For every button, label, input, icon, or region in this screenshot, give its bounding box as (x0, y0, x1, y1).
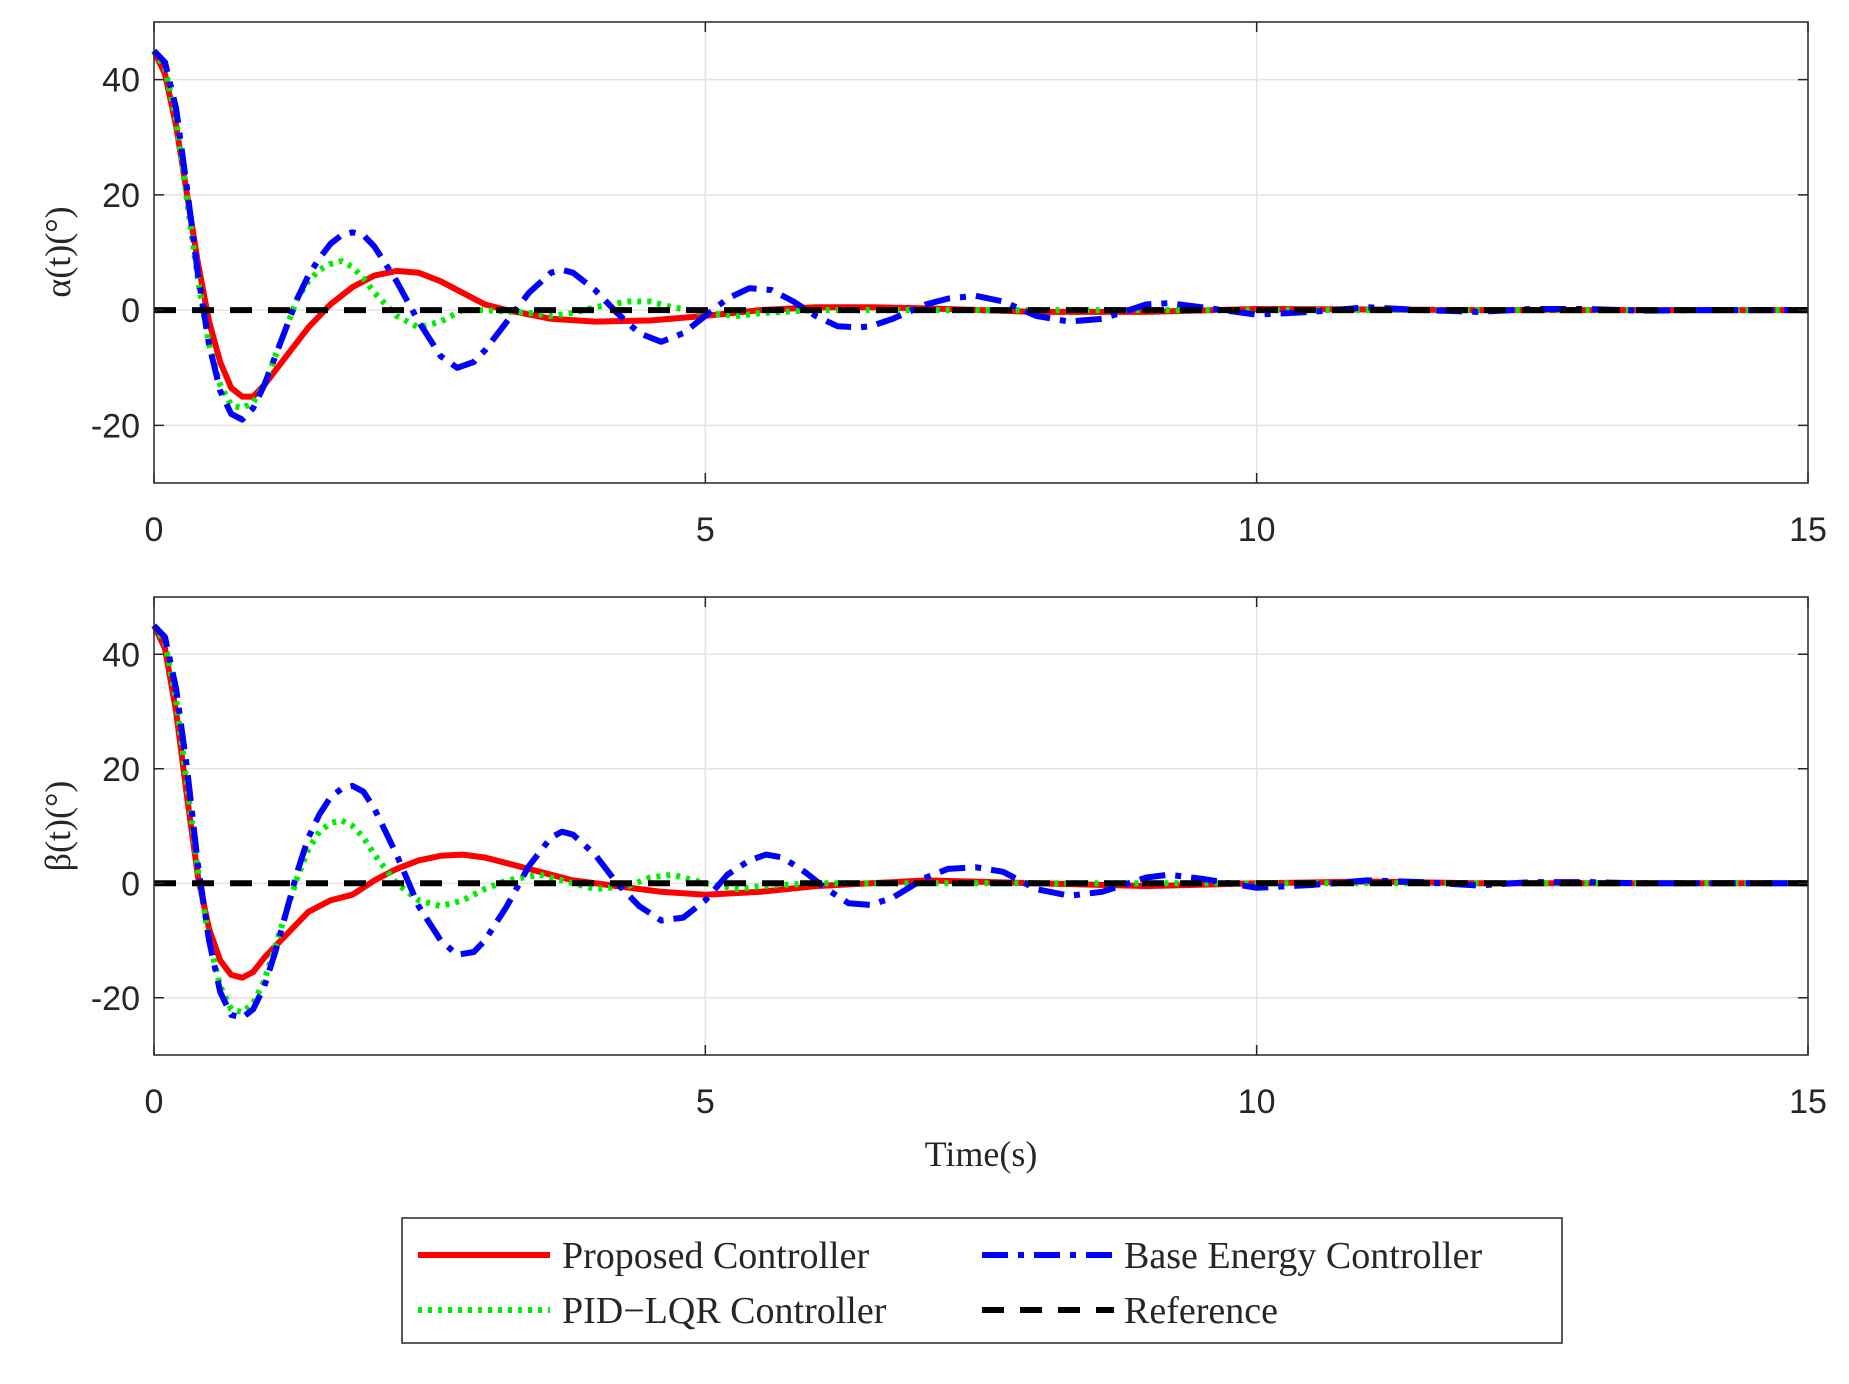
legend-label: Proposed Controller (562, 1235, 869, 1277)
x-tick-label: 5 (696, 511, 715, 549)
series-line-base-energy-controller (151, 48, 1808, 423)
legend-item-reference: Reference (982, 1290, 1278, 1332)
legend-item-pid-lqr: PID−LQR Controller (418, 1290, 887, 1332)
legend-label: Reference (1124, 1290, 1278, 1332)
plot-area-background (154, 597, 1808, 1055)
legend-item-base-energy: Base Energy Controller (982, 1235, 1482, 1277)
x-tick-label: 0 (145, 511, 164, 549)
alpha-subplot: 0 5 10 15 -20 0 20 40 α(t)(°) (38, 21, 1827, 549)
y-tick-label: -20 (91, 407, 140, 445)
axes-frame (153, 596, 1809, 1056)
series-line-pid-lqr-controller (151, 623, 1808, 1016)
x-tick-label: 10 (1238, 511, 1276, 549)
legend-box (401, 1217, 1563, 1344)
y-tick-label: 20 (102, 751, 140, 789)
y-tick-label: 40 (102, 636, 140, 674)
y-tick-label: 20 (102, 177, 140, 215)
tick-labels: 0 5 10 15 -20 0 20 40 (91, 22, 1827, 549)
plot-area-background (154, 22, 1808, 483)
y-axis-label: α(t)(°) (38, 206, 78, 297)
x-tick-label: 5 (696, 1083, 715, 1121)
axes-frame (153, 21, 1809, 484)
legend: Proposed Controller Base Energy Controll… (401, 1217, 1563, 1344)
series-line-pid-lqr-controller (151, 49, 1808, 412)
x-axis-label: Time(s) (925, 1134, 1038, 1174)
y-tick-label: 0 (121, 292, 140, 330)
y-tick-label: -20 (91, 980, 140, 1018)
y-tick-label: 0 (121, 865, 140, 903)
series-group (151, 623, 1808, 1021)
x-tick-label: 10 (1238, 1083, 1276, 1121)
legend-item-proposed: Proposed Controller (418, 1235, 869, 1277)
x-tick-label: 15 (1789, 511, 1827, 549)
beta-subplot: 0 5 10 15 -20 0 20 40 β(t)(°) Time(s) (38, 596, 1827, 1174)
series-line-base-energy-controller (151, 623, 1808, 1021)
y-tick-label: 40 (102, 62, 140, 100)
x-tick-label: 15 (1789, 1083, 1827, 1121)
legend-label: PID−LQR Controller (562, 1290, 887, 1332)
legend-label: Base Energy Controller (1124, 1235, 1482, 1277)
series-group (151, 48, 1808, 423)
y-axis-label: β(t)(°) (38, 781, 78, 872)
x-tick-label: 0 (145, 1083, 164, 1121)
tick-labels: 0 5 10 15 -20 0 20 40 (91, 597, 1827, 1121)
